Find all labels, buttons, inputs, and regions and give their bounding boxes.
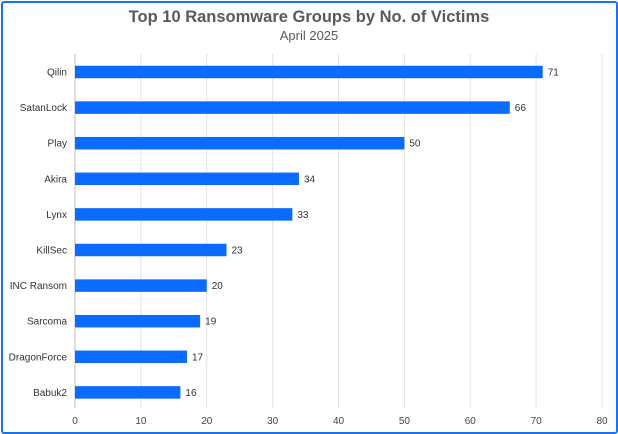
- x-tick-label: 70: [531, 416, 543, 427]
- category-label: Play: [48, 139, 67, 150]
- data-label: 34: [304, 174, 316, 185]
- bar: [75, 386, 181, 399]
- data-label: 71: [548, 68, 560, 79]
- x-tick-label: 0: [72, 416, 78, 427]
- bar: [75, 350, 187, 364]
- data-label: 23: [232, 246, 244, 257]
- category-label: KillSec: [36, 246, 67, 257]
- data-label: 16: [185, 388, 197, 399]
- bar: [75, 208, 293, 221]
- category-label: Qilin: [47, 68, 67, 79]
- category-label: Akira: [44, 174, 67, 185]
- category-label: INC Ransom: [10, 281, 67, 292]
- x-tick-label: 10: [135, 416, 147, 427]
- bar: [75, 243, 227, 257]
- x-tick-label: 60: [465, 416, 477, 427]
- bar: [75, 65, 543, 79]
- bar: [75, 314, 201, 328]
- data-label: 19: [205, 317, 217, 328]
- bar: [75, 136, 405, 150]
- bar: [75, 172, 299, 186]
- data-label: 50: [409, 139, 421, 150]
- bar: [75, 279, 207, 292]
- x-tick-label: 40: [333, 416, 345, 427]
- x-tick-label: 80: [596, 416, 608, 427]
- category-label: Lynx: [46, 210, 67, 221]
- x-tick-label: 20: [201, 416, 213, 427]
- data-label: 66: [515, 103, 527, 114]
- chart-subtitle: April 2025: [279, 28, 339, 43]
- data-label: 17: [192, 352, 204, 363]
- data-label: 20: [212, 281, 224, 292]
- category-label: Babuk2: [33, 388, 67, 399]
- category-label: SatanLock: [20, 103, 68, 114]
- chart-title: Top 10 Ransomware Groups by No. of Victi…: [128, 8, 490, 26]
- data-label: 33: [297, 210, 309, 221]
- category-label: Sarcoma: [27, 317, 67, 328]
- x-tick-label: 50: [399, 416, 411, 427]
- category-label: DragonForce: [9, 352, 68, 363]
- x-tick-label: 30: [267, 416, 279, 427]
- bar: [75, 101, 510, 114]
